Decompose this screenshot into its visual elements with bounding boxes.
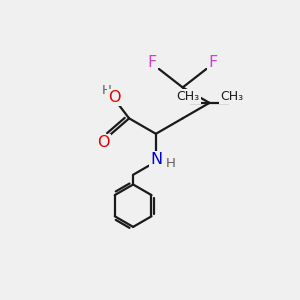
Text: CH₃: CH₃ [220, 90, 243, 103]
Text: N: N [150, 152, 163, 167]
Text: F: F [208, 55, 218, 70]
Text: H: H [166, 157, 176, 170]
Text: CH₃: CH₃ [176, 90, 200, 103]
Text: H: H [101, 84, 111, 97]
Text: O: O [97, 135, 110, 150]
Text: F: F [148, 55, 157, 70]
Text: O: O [108, 90, 120, 105]
